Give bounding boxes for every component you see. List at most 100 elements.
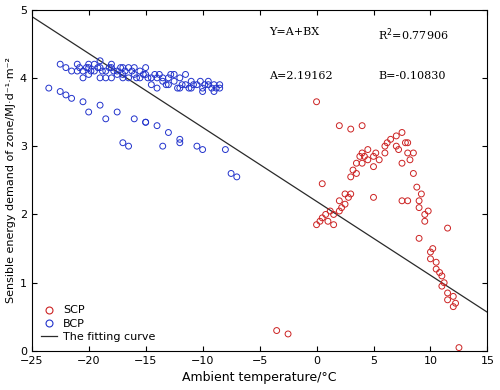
Point: [415, 198, 423, 204]
Point: [386, 136, 394, 142]
Point: [358, 150, 366, 156]
Point: [208, 85, 216, 91]
Point: [410, 170, 418, 177]
Point: [272, 328, 280, 334]
Point: [130, 64, 138, 71]
Point: [142, 119, 150, 125]
Point: [136, 68, 144, 74]
Point: [132, 75, 140, 81]
Point: [316, 218, 324, 224]
Point: [381, 150, 389, 156]
Point: [233, 174, 241, 180]
Point: [90, 61, 98, 67]
Point: [346, 174, 354, 180]
Point: [358, 122, 366, 129]
Point: [84, 71, 92, 78]
Point: [90, 68, 98, 74]
Point: [113, 68, 121, 74]
Point: [68, 95, 76, 101]
Point: [140, 71, 147, 78]
Point: [227, 170, 235, 177]
Point: [79, 68, 87, 74]
Point: [158, 75, 166, 81]
Point: [113, 109, 121, 115]
Point: [119, 64, 127, 71]
Point: [421, 218, 429, 224]
Point: [153, 122, 161, 129]
Point: [413, 184, 421, 190]
Point: [415, 204, 423, 211]
Point: [193, 143, 201, 149]
Point: [312, 222, 320, 228]
Point: [79, 75, 87, 81]
Point: [96, 58, 104, 64]
Point: [398, 198, 406, 204]
Point: [381, 143, 389, 149]
Point: [176, 75, 184, 81]
Point: [153, 85, 161, 91]
Point: [102, 68, 110, 74]
Point: [410, 150, 418, 156]
Point: [148, 82, 156, 88]
Point: [322, 211, 330, 218]
Point: [201, 82, 209, 88]
Point: [182, 71, 190, 78]
Point: [364, 146, 372, 152]
Point: [79, 99, 87, 105]
Point: [450, 293, 458, 300]
Point: [370, 194, 378, 200]
Point: [284, 331, 292, 337]
Point: [222, 146, 230, 152]
Point: [196, 78, 204, 84]
Point: [170, 71, 178, 78]
Point: [216, 85, 224, 91]
Point: [119, 71, 127, 78]
Point: [158, 143, 166, 149]
Point: [166, 71, 174, 78]
Point: [358, 160, 366, 167]
Point: [432, 259, 440, 265]
Point: [170, 78, 178, 84]
Point: [375, 157, 383, 163]
Point: [136, 75, 144, 81]
Point: [178, 82, 186, 88]
Point: [402, 140, 409, 146]
Point: [424, 208, 432, 214]
Point: [438, 273, 446, 279]
Point: [151, 71, 159, 78]
Point: [392, 143, 400, 149]
Point: [326, 208, 334, 214]
Point: [121, 68, 129, 74]
Point: [142, 71, 150, 78]
Point: [324, 218, 332, 224]
Point: [360, 153, 368, 160]
Point: [426, 249, 434, 255]
Point: [74, 68, 82, 74]
Point: [212, 85, 220, 91]
Point: [164, 82, 172, 88]
Point: [187, 78, 195, 84]
Point: [153, 75, 161, 81]
Point: [164, 75, 172, 81]
Point: [444, 290, 452, 296]
Point: [336, 198, 344, 204]
Point: [341, 201, 349, 207]
Point: [84, 64, 92, 71]
Point: [108, 61, 116, 67]
Point: [370, 163, 378, 170]
Point: [392, 133, 400, 139]
Point: [113, 71, 121, 78]
Point: [318, 181, 326, 187]
Point: [210, 82, 218, 88]
Point: [130, 71, 138, 78]
Point: [364, 157, 372, 163]
Point: [338, 204, 345, 211]
Point: [346, 191, 354, 197]
Y-axis label: Sensible energy demand of zone/MJ·d⁻¹·m⁻²: Sensible energy demand of zone/MJ·d⁻¹·m⁻…: [6, 57, 16, 303]
Point: [174, 85, 182, 91]
Point: [346, 126, 354, 132]
Point: [444, 225, 452, 231]
Point: [124, 143, 132, 149]
Point: [452, 300, 460, 306]
Point: [352, 170, 360, 177]
